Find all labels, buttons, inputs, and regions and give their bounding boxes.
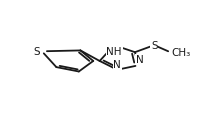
Text: S: S	[150, 41, 157, 51]
Text: CH₃: CH₃	[171, 48, 190, 58]
Text: N: N	[113, 59, 121, 69]
Text: N: N	[135, 55, 143, 65]
Text: NH: NH	[106, 47, 121, 56]
Text: S: S	[34, 47, 40, 57]
